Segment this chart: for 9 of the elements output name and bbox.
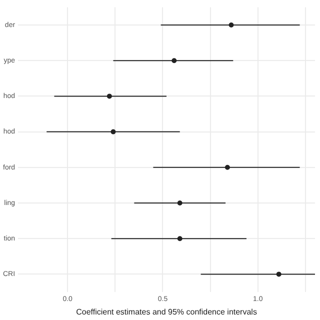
x-axis-title: Coefficient estimates and 95% confidence intervals <box>76 307 257 316</box>
point <box>110 129 116 134</box>
point <box>172 58 177 64</box>
point <box>106 94 112 99</box>
point <box>177 200 182 206</box>
point <box>224 164 230 170</box>
point <box>177 236 182 242</box>
point <box>276 272 282 277</box>
point <box>228 22 234 28</box>
